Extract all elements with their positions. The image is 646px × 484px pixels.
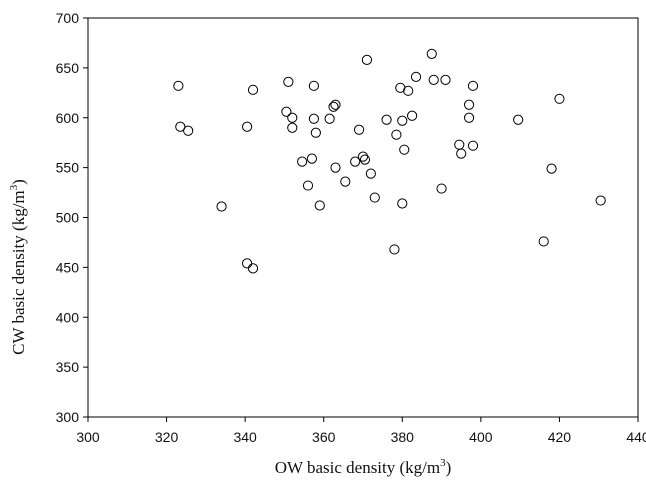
- data-point: [467, 140, 479, 151]
- y-tick-label: 300: [56, 409, 80, 425]
- data-point: [242, 258, 253, 269]
- data-point: [324, 113, 335, 124]
- x-tick-label: 440: [626, 429, 646, 445]
- plot-frame: [87, 17, 639, 418]
- y-tick-label: 450: [56, 259, 80, 275]
- data-points: [173, 48, 606, 274]
- data-point: [436, 183, 447, 194]
- y-tick-label: 550: [56, 160, 80, 176]
- x-tick-label: 340: [233, 429, 257, 445]
- y-tick-label: 500: [56, 210, 80, 226]
- data-point: [369, 192, 380, 203]
- data-point: [361, 54, 373, 65]
- x-tick-label: 300: [76, 429, 100, 445]
- data-point: [467, 80, 479, 91]
- data-point: [173, 80, 184, 91]
- data-point: [308, 113, 319, 124]
- x-tick-label: 420: [548, 429, 572, 445]
- data-point: [426, 48, 437, 60]
- data-point: [175, 121, 186, 132]
- data-point: [399, 144, 410, 155]
- data-point: [308, 80, 319, 91]
- x-axis-ticks: 300 320 340 360 380 400 420 440: [76, 417, 646, 445]
- data-point: [513, 114, 524, 125]
- y-axis-ticks: 300 350 400 450 500 550 600 650 700: [56, 10, 88, 425]
- x-tick-label: 360: [312, 429, 336, 445]
- data-point: [310, 127, 321, 138]
- data-point: [538, 236, 549, 247]
- data-point: [353, 124, 365, 135]
- y-tick-label: 400: [56, 309, 80, 325]
- data-point: [328, 101, 339, 112]
- data-point: [283, 76, 294, 87]
- plot-border: [87, 17, 639, 418]
- data-point: [247, 263, 259, 274]
- data-point: [554, 93, 565, 104]
- data-point: [287, 112, 298, 123]
- y-tick-label: 600: [56, 110, 80, 126]
- data-point: [281, 106, 292, 117]
- data-point: [297, 156, 308, 167]
- data-point: [350, 156, 361, 167]
- data-point: [454, 139, 465, 150]
- y-tick-label: 350: [56, 359, 80, 375]
- data-point: [463, 99, 475, 110]
- data-point: [340, 176, 351, 187]
- data-point: [546, 163, 557, 174]
- data-point: [314, 200, 325, 211]
- y-tick-label: 700: [56, 10, 80, 26]
- data-point: [330, 99, 341, 110]
- data-point: [183, 125, 194, 136]
- x-axis-title: OW basic density (kg/m3): [275, 457, 452, 477]
- data-point: [302, 180, 314, 191]
- data-point: [428, 74, 439, 85]
- data-point: [242, 121, 253, 132]
- data-point: [287, 122, 298, 133]
- data-point: [456, 148, 467, 159]
- x-tick-label: 380: [391, 429, 415, 445]
- data-point: [359, 154, 371, 165]
- y-tick-label: 650: [56, 60, 80, 76]
- data-point: [216, 201, 227, 212]
- data-point: [403, 85, 414, 96]
- data-point: [381, 114, 392, 125]
- data-point: [397, 115, 408, 126]
- x-tick-label: 320: [155, 429, 179, 445]
- data-point: [410, 71, 422, 82]
- x-tick-label: 400: [469, 429, 493, 445]
- data-point: [595, 195, 606, 206]
- data-point: [397, 198, 408, 209]
- data-point: [407, 110, 418, 121]
- data-point: [389, 244, 400, 255]
- data-point: [330, 162, 341, 173]
- data-point: [391, 129, 402, 140]
- data-point: [306, 153, 318, 164]
- data-point: [357, 151, 369, 162]
- y-axis-title: CW basic density (kg/m3): [8, 179, 28, 355]
- data-point: [463, 112, 475, 123]
- data-point: [247, 84, 259, 95]
- data-point: [365, 168, 376, 179]
- data-point: [440, 74, 451, 85]
